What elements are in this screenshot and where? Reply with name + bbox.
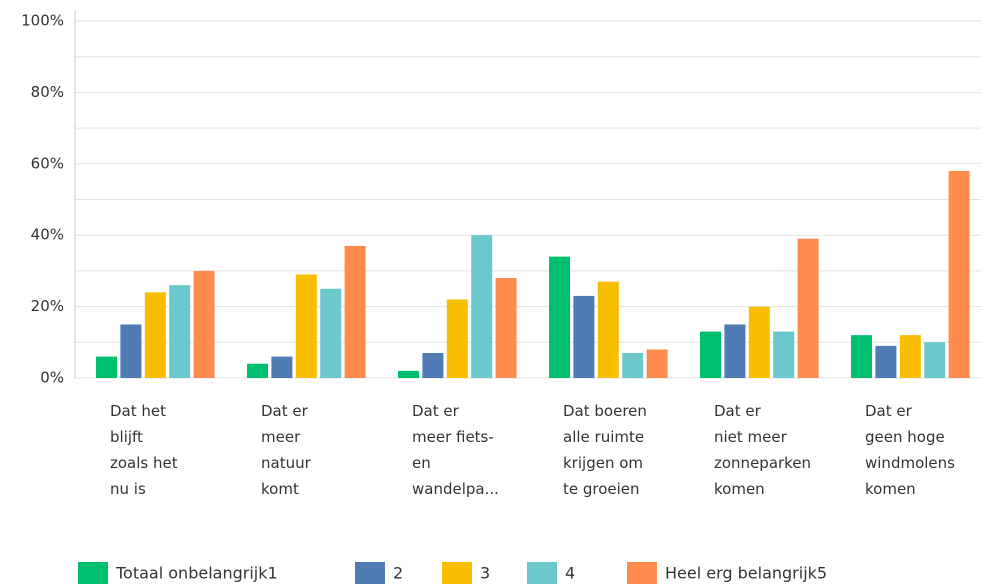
x-tick-label-line: te groeien [563,480,640,498]
y-tick-label: 20% [31,297,64,315]
bar [748,306,770,378]
bar [169,285,191,378]
bar [797,238,819,378]
bar [948,170,970,378]
legend-swatch [355,562,385,584]
bar [446,299,468,378]
x-tick-label-line: zoals het [110,454,178,472]
bar [344,245,366,378]
x-tick-label: Dat het blijft zoals het nu is [110,402,178,498]
bar [120,324,142,378]
legend-label: Totaal onbelangrijk1 [115,564,278,583]
bar [622,353,644,378]
bar [573,295,595,378]
x-tick-label-line: en [412,454,431,472]
x-tick-label: Dat er meer natuur komt [261,402,312,498]
x-tick-label-line: Dat er [412,402,460,420]
legend-swatch [78,562,108,584]
x-tick-label-line: natuur [261,454,312,472]
y-tick-label: 0% [40,369,64,387]
legend-label: Heel erg belangrijk5 [665,564,827,583]
bar [193,270,215,378]
legend-label: 2 [393,564,403,583]
x-tick-label: Dat er meer fiets-en wandelpa... [412,402,499,498]
bar [597,281,619,378]
x-tick-label-line: zonneparken [714,454,811,472]
y-tick-label: 60% [31,154,64,172]
x-tick-label-line: nu is [110,480,146,498]
x-tick-label-line: blijft [110,428,143,446]
bar [271,356,293,378]
legend-swatch [527,562,557,584]
bar [398,370,419,378]
x-tick-label-line: Dat het [110,402,166,420]
bar [773,331,795,378]
bar [646,349,668,378]
bar [724,324,746,378]
bar [471,235,493,378]
x-tick-label-line: Dat er [714,402,762,420]
x-tick-label: Dat er geen hoge windmolens komen [865,402,955,498]
bar [247,363,268,378]
x-tick-label-line: wandelpa... [412,480,499,498]
y-tick-label: 80% [31,83,64,101]
bar [549,256,570,378]
x-tick-label-line: Dat er [865,402,913,420]
bar [899,335,921,378]
x-tick-label-line: geen hoge [865,428,945,446]
x-tick-label-line: krijgen om [563,454,643,472]
bar [495,278,517,378]
bar [851,335,872,378]
x-tick-label-line: windmolens [865,454,955,472]
bar [422,353,444,378]
x-tick-label-line: meer [261,428,301,446]
x-tick-label-line: Dat boeren [563,402,647,420]
x-tick-label: Dat boeren alle ruimte krijgen om te groeie… [563,402,647,498]
bar [320,288,342,378]
bar [924,342,946,378]
bar [144,292,166,378]
legend-swatch [627,562,657,584]
legend-swatch [442,562,472,584]
x-tick-label-line: komen [865,480,916,498]
y-tick-label: 100% [21,12,64,30]
bar [700,331,721,378]
x-tick-label-line: Dat er [261,402,309,420]
legend-label: 4 [565,564,575,583]
legend-label: 3 [480,564,490,583]
x-tick-label-line: komt [261,480,299,498]
bar [96,356,117,378]
x-tick-label-line: niet meer [714,428,788,446]
bar [295,274,317,378]
x-tick-label: Dat er niet meer zonneparken komen [714,402,811,498]
y-tick-label: 40% [31,226,64,244]
x-tick-label-line: komen [714,480,765,498]
x-tick-label-line: meer fiets- [412,428,494,446]
x-tick-label-line: alle ruimte [563,428,644,446]
bar [875,345,897,378]
